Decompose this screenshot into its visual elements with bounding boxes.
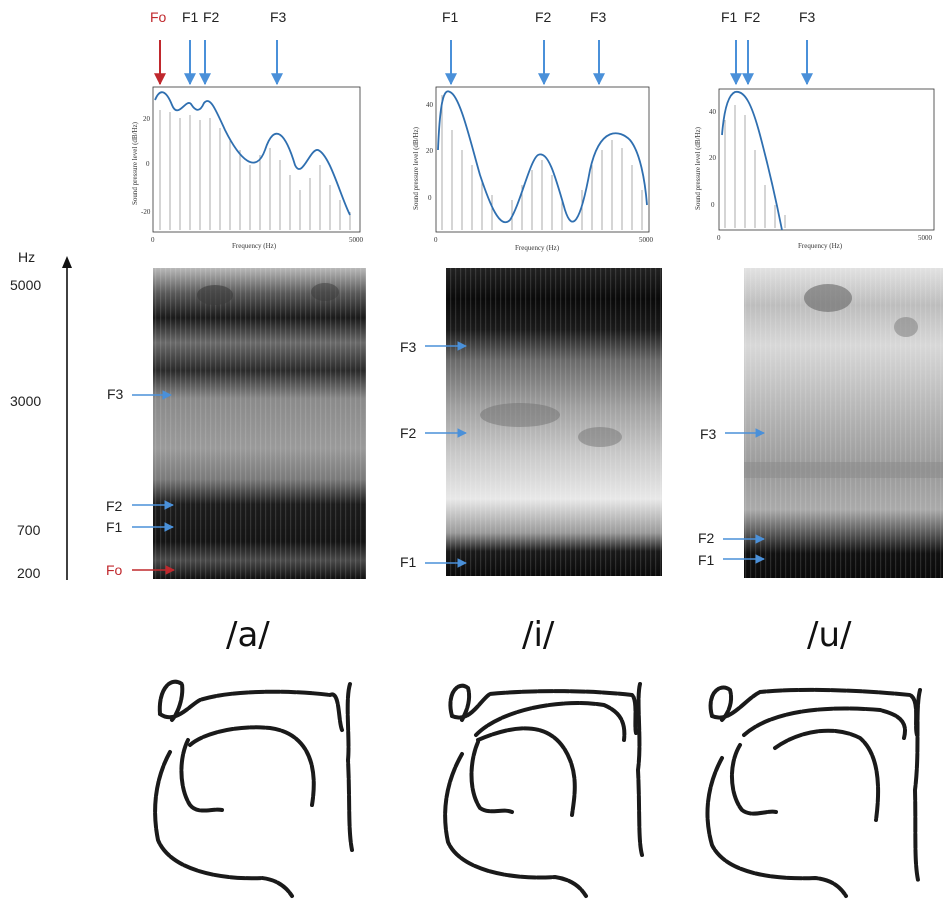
f2-label: F2 (698, 530, 715, 546)
vocal-tract-i (443, 682, 644, 898)
spectrum-u: F1 F2 F3 40 20 0 0 5000 Frequency (Hz) S… (694, 9, 935, 250)
x-tick-0: 0 (434, 236, 438, 244)
x-axis-label: Frequency (Hz) (232, 242, 277, 250)
vocal-tract-u (705, 685, 922, 898)
f1-label: F1 (400, 554, 417, 570)
plot-frame (152, 86, 361, 233)
vocal-tract-a (153, 679, 354, 898)
f2-label: F2 (744, 9, 761, 25)
fo-label: Fo (106, 562, 123, 578)
spectrum-envelope (721, 91, 783, 231)
y-tick-neg20: -20 (141, 208, 151, 216)
x-tick-5000: 5000 (639, 236, 654, 244)
x-tick-5000: 5000 (918, 234, 933, 242)
spectrogram-u: F3 F2 F1 (698, 268, 943, 578)
x-tick-0: 0 (151, 236, 155, 244)
tick-200: 200 (17, 565, 41, 581)
y-tick-40: 40 (426, 101, 434, 109)
x-tick-5000: 5000 (349, 236, 364, 244)
hz-axis-arrowhead (62, 256, 72, 268)
fo-label: Fo (150, 9, 167, 25)
f1-label: F1 (442, 9, 459, 25)
y-tick-0: 0 (428, 194, 432, 202)
vowel-label-i: /i/ (522, 615, 555, 655)
vowel-label-a: /a/ (226, 615, 270, 655)
y-tick-0: 0 (146, 160, 150, 168)
x-axis-label: Frequency (Hz) (515, 244, 560, 252)
harmonic-lines (159, 110, 351, 230)
x-tick-0: 0 (717, 234, 721, 242)
f3-label: F3 (700, 426, 717, 442)
f2-label: F2 (106, 498, 123, 514)
f3-label: F3 (107, 386, 124, 402)
f3-label: F3 (400, 339, 417, 355)
f1-label: F1 (106, 519, 123, 535)
y-axis-label: Sound pressure level (dB/Hz) (131, 121, 139, 205)
y-axis-label: Sound pressure level (dB/Hz) (412, 126, 420, 210)
y-tick-20: 20 (709, 154, 717, 162)
f2-label: F2 (203, 9, 220, 25)
vowel-label-u: /u/ (807, 615, 852, 655)
spectrogram-i: F3 F2 F1 (400, 268, 662, 576)
f1-label: F1 (698, 552, 715, 568)
harmonic-lines (724, 105, 786, 228)
spectrum-envelope (437, 90, 648, 223)
y-tick-0: 0 (711, 201, 715, 209)
tick-5000: 5000 (10, 277, 41, 293)
f3-label: F3 (799, 9, 816, 25)
f3-label: F3 (270, 9, 287, 25)
plot-frame (435, 86, 650, 233)
spectrogram-a: F3 F2 F1 Fo (106, 268, 366, 579)
f3-label: F3 (590, 9, 607, 25)
tick-3000: 3000 (10, 393, 41, 409)
y-tick-20: 20 (426, 147, 434, 155)
spectrum-i: F1 F2 F3 40 20 0 0 5000 Frequency (Hz) S… (412, 9, 654, 252)
y-tick-40: 40 (709, 108, 717, 116)
f2-label: F2 (400, 425, 417, 441)
tick-700: 700 (17, 522, 41, 538)
hz-axis: Hz 5000 3000 700 200 (10, 249, 72, 581)
hz-unit-label: Hz (18, 249, 35, 265)
f2-label: F2 (535, 9, 552, 25)
y-axis-label: Sound pressure level (dB/Hz) (694, 126, 702, 210)
x-axis-label: Frequency (Hz) (798, 242, 843, 250)
f1-label: F1 (182, 9, 199, 25)
y-tick-20: 20 (143, 115, 151, 123)
spectrum-envelope (154, 91, 351, 216)
f1-label: F1 (721, 9, 738, 25)
spectrum-a: Fo F1 F2 F3 20 0 -20 0 5000 Frequency (H… (131, 9, 364, 250)
